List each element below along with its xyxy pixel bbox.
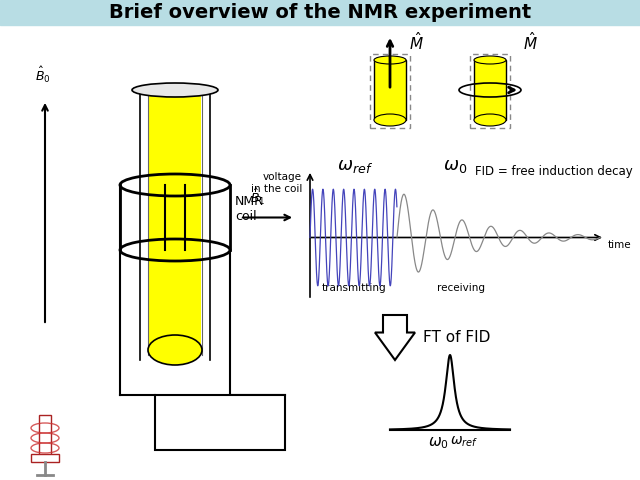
Text: $\hat{M}$: $\hat{M}$: [523, 31, 538, 53]
Text: $\hat{B}_1$: $\hat{B}_1$: [250, 187, 266, 207]
Text: transmitter
receiver: transmitter receiver: [181, 408, 259, 438]
Ellipse shape: [474, 56, 506, 64]
Text: receiving: receiving: [437, 283, 485, 293]
Bar: [155, 395, 285, 450]
Text: $\omega_{ref}$: $\omega_{ref}$: [450, 435, 478, 449]
Text: $\omega_0$: $\omega_0$: [428, 435, 449, 451]
Ellipse shape: [474, 114, 506, 126]
Bar: [39, 415, 51, 455]
Polygon shape: [375, 315, 415, 360]
Bar: [370, 54, 410, 128]
Ellipse shape: [132, 83, 218, 97]
Ellipse shape: [374, 56, 406, 64]
Bar: [0, 0, 640, 25]
Bar: [149, 92, 201, 350]
Text: Brief overview of the NMR experiment: Brief overview of the NMR experiment: [109, 3, 531, 23]
Text: transmitting: transmitting: [321, 283, 386, 293]
Ellipse shape: [374, 114, 406, 126]
Text: $\hat{B}_0$: $\hat{B}_0$: [35, 65, 51, 85]
Text: time: time: [608, 240, 632, 251]
Ellipse shape: [148, 335, 202, 365]
Bar: [31, 454, 59, 462]
Text: $\omega_0$: $\omega_0$: [443, 157, 467, 175]
Ellipse shape: [149, 88, 201, 96]
Text: voltage
in the coil: voltage in the coil: [251, 172, 302, 194]
Text: $\omega_{ref}$: $\omega_{ref}$: [337, 157, 373, 175]
Bar: [374, 60, 406, 120]
Text: NMR
coil: NMR coil: [235, 195, 264, 223]
Bar: [470, 54, 510, 128]
Bar: [474, 60, 506, 120]
Text: FID = free induction decay: FID = free induction decay: [475, 165, 633, 178]
Text: FT of FID: FT of FID: [423, 330, 490, 345]
Text: $\hat{M}$: $\hat{M}$: [409, 31, 424, 53]
